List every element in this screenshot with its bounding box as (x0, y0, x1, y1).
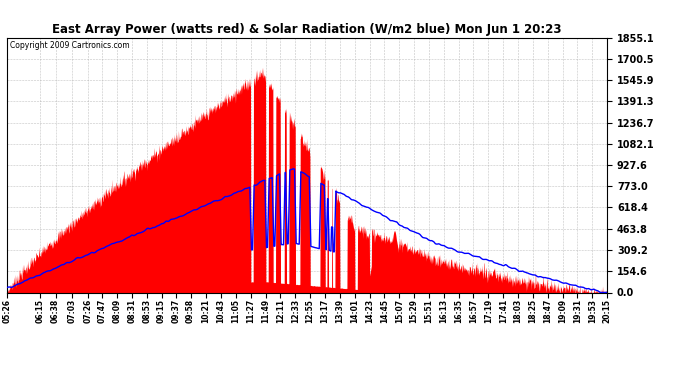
Text: Copyright 2009 Cartronics.com: Copyright 2009 Cartronics.com (10, 41, 130, 50)
Title: East Array Power (watts red) & Solar Radiation (W/m2 blue) Mon Jun 1 20:23: East Array Power (watts red) & Solar Rad… (52, 23, 562, 36)
